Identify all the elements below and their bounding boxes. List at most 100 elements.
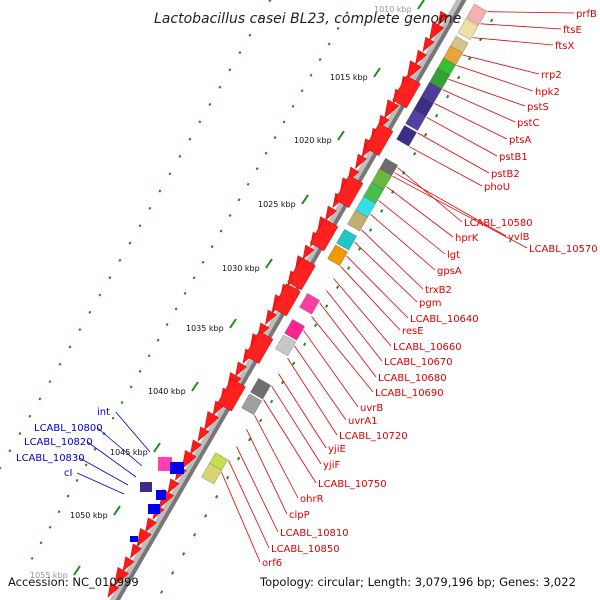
gene-block bbox=[275, 334, 296, 357]
accession-text: Accession: NC_010999 bbox=[8, 575, 139, 589]
outer-tick-dot bbox=[237, 198, 241, 202]
outer-tick-dot bbox=[129, 385, 133, 389]
inner-tick-dot bbox=[292, 361, 296, 366]
outer-tick-dot bbox=[111, 416, 115, 420]
tick-layer bbox=[0, 0, 494, 594]
far-tick-dot bbox=[28, 414, 32, 418]
gene-label-int: int bbox=[97, 407, 110, 418]
gene-arrow bbox=[181, 450, 197, 470]
outer-tick-dot bbox=[336, 26, 340, 30]
leader-line bbox=[340, 266, 401, 331]
outer-tick-dot bbox=[345, 11, 349, 15]
kbp-tick-label: 1020 kbp bbox=[294, 136, 332, 145]
kbp-tick-label: 1040 kbp bbox=[148, 387, 186, 396]
gene-label-yvlb: yvlB bbox=[508, 232, 530, 243]
gene-label-hprk: hprK bbox=[455, 233, 479, 244]
inner-tick-dot bbox=[325, 304, 329, 308]
leader-line bbox=[303, 330, 359, 408]
leader-line bbox=[378, 200, 446, 255]
gene-label-pgm: pgm bbox=[419, 298, 441, 309]
far-tick-dot bbox=[58, 362, 62, 366]
gene-label-lcabl_10820: LCABL_10820 bbox=[24, 437, 93, 448]
inner-tick-dot bbox=[204, 514, 208, 518]
far-tick-dot bbox=[108, 276, 112, 280]
gene-label-clpp: clpP bbox=[289, 510, 310, 521]
outer-tick-dot bbox=[327, 42, 331, 46]
gene-label-pstc: pstC bbox=[517, 118, 539, 129]
outer-tick-dot bbox=[264, 151, 268, 155]
kbp-tick-label: 1025 kbp bbox=[258, 200, 296, 209]
gene-block bbox=[250, 378, 271, 400]
gene-label-lcabl_10850: LCABL_10850 bbox=[271, 544, 340, 555]
far-tick-dot bbox=[228, 68, 232, 72]
gene-arrow bbox=[384, 99, 400, 119]
gene-label-rese: resE bbox=[402, 326, 424, 337]
inner-tick-dot bbox=[468, 56, 472, 61]
leader-line bbox=[271, 385, 322, 465]
gene-arrow bbox=[167, 478, 180, 494]
outer-tick-dot bbox=[300, 89, 304, 93]
gene-label-lcabl_10570: LCABL_10570 bbox=[529, 244, 598, 255]
leader-line bbox=[79, 457, 129, 486]
gene-label-ftse: ftsE bbox=[563, 25, 582, 36]
gene-box bbox=[244, 331, 274, 364]
inner-tick-dot bbox=[435, 113, 439, 118]
far-tick-dot bbox=[268, 0, 272, 3]
leader-line bbox=[97, 427, 143, 467]
leader-line bbox=[354, 241, 418, 303]
gene-box bbox=[272, 283, 301, 317]
inner-tick-dot bbox=[270, 399, 274, 404]
leader-line bbox=[487, 11, 575, 14]
inner-tick-dot bbox=[171, 571, 175, 575]
outer-tick-dot bbox=[30, 556, 34, 560]
inner-tick-dot bbox=[336, 285, 340, 289]
blue-arrow bbox=[156, 490, 166, 500]
far-tick-dot bbox=[18, 432, 22, 436]
leader-line bbox=[287, 357, 338, 436]
outer-tick-dot bbox=[39, 541, 43, 545]
gene-arrow bbox=[422, 36, 435, 53]
kbp-tick-label: 1045 kbp bbox=[110, 448, 148, 457]
leader-line bbox=[319, 302, 377, 378]
gene-arrow bbox=[197, 426, 210, 442]
gene-label-uvrb: uvrB bbox=[360, 403, 383, 414]
kbp-major-tick bbox=[73, 565, 81, 576]
kbp-tick-label: 1010 kbp bbox=[374, 5, 412, 14]
gene-label-ci: cI bbox=[64, 468, 72, 479]
kbp-major-tick bbox=[265, 258, 273, 269]
outer-tick-dot bbox=[291, 104, 295, 108]
outer-tick-dot bbox=[165, 323, 169, 327]
kbp-major-tick bbox=[191, 381, 199, 392]
leader-line bbox=[472, 37, 554, 46]
leader-line bbox=[361, 229, 424, 290]
far-tick-dot bbox=[238, 51, 242, 55]
leader-line bbox=[462, 54, 540, 75]
far-tick-dot bbox=[258, 16, 262, 20]
gene-label-gpsa: gpsA bbox=[437, 266, 462, 277]
outer-tick-dot bbox=[48, 525, 52, 529]
gene-arrow bbox=[136, 527, 152, 548]
leader-line bbox=[294, 345, 347, 421]
gene-arrow bbox=[355, 153, 367, 170]
kbp-tick-label: 1050 kbp bbox=[70, 511, 108, 520]
gene-label-hpk2: hpk2 bbox=[535, 87, 560, 98]
outer-tick-dot bbox=[75, 478, 79, 482]
feature-layer bbox=[107, 3, 487, 598]
kbp-major-tick bbox=[229, 318, 237, 329]
leader-line bbox=[434, 103, 508, 140]
blue-arrow bbox=[170, 462, 184, 474]
leader-line bbox=[236, 446, 279, 533]
outer-tick-dot bbox=[84, 463, 88, 467]
leader-line bbox=[115, 411, 151, 453]
gene-arrow bbox=[145, 517, 157, 533]
gene-box bbox=[217, 378, 246, 412]
gene-block bbox=[284, 319, 305, 341]
outer-tick-dot bbox=[210, 245, 214, 249]
gene-arrow bbox=[265, 309, 277, 325]
gene-label-ftsx: ftsX bbox=[555, 41, 574, 52]
inner-tick-dot bbox=[226, 475, 230, 480]
inner-tick-dot bbox=[413, 152, 417, 156]
gene-label-pstb2: pstB2 bbox=[491, 169, 520, 180]
outer-tick-dot bbox=[318, 58, 322, 62]
